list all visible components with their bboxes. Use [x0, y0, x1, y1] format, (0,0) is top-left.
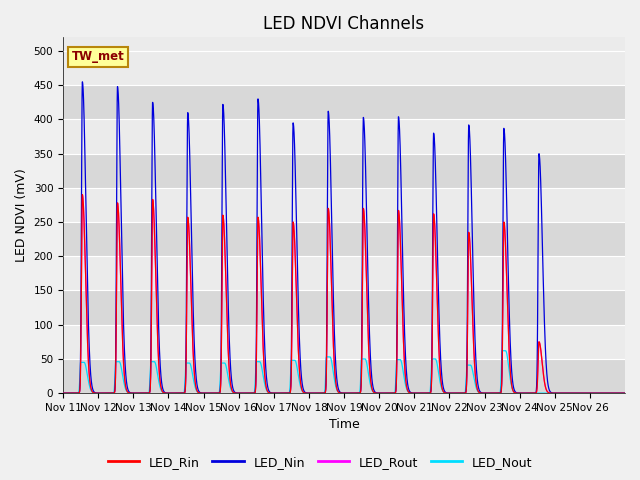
Line: LED_Rin: LED_Rin [63, 195, 625, 393]
LED_Nin [88, 379, 95, 384]
LED_Rout [88, 387, 95, 393]
Line: LED_Nin: LED_Nin [63, 82, 625, 393]
LED_Rout [262, 386, 270, 392]
LED_Rout [392, 389, 399, 395]
X-axis label: Time: Time [328, 419, 360, 432]
LED_Rin [262, 386, 270, 392]
LED_Nout [262, 387, 270, 393]
LED_Rin [416, 390, 424, 396]
LED_Nout [506, 372, 513, 378]
LED_Rout [476, 390, 484, 396]
Bar [63, 324, 625, 359]
Bar [63, 359, 625, 393]
Bar [63, 154, 625, 188]
LED_Nout [476, 390, 483, 396]
Legend: LED_Rin, LED_Nin, LED_Rout, LED_Nout: LED_Rin, LED_Nin, LED_Rout, LED_Nout [102, 451, 538, 474]
LED_Rout [416, 390, 424, 396]
LED_Nin [621, 390, 629, 396]
LED_Rin [59, 390, 67, 396]
Line: LED_Rout: LED_Rout [63, 195, 625, 393]
LED_Nout [621, 390, 629, 396]
LED_Rout [59, 390, 67, 396]
LED_Nin [476, 388, 484, 394]
Bar [63, 51, 625, 85]
Bar [63, 188, 625, 222]
Bar [63, 120, 625, 154]
LED_Nout [416, 390, 424, 396]
LED_Rin [621, 390, 629, 396]
LED_Rout [621, 390, 629, 396]
Text: TW_met: TW_met [72, 50, 124, 63]
Line: LED_Nout: LED_Nout [63, 351, 625, 393]
LED_Rout [506, 360, 513, 366]
LED_Rout [79, 192, 86, 198]
Bar [63, 222, 625, 256]
LED_Nin [79, 79, 86, 84]
LED_Nout [88, 388, 95, 394]
Y-axis label: LED NDVI (mV): LED NDVI (mV) [15, 168, 28, 262]
LED_Rin [392, 389, 399, 395]
LED_Rin [476, 390, 484, 396]
LED_Nin [262, 375, 270, 381]
Bar [63, 290, 625, 324]
LED_Rin [79, 192, 86, 198]
LED_Nout [59, 390, 67, 396]
Bar [63, 256, 625, 290]
LED_Nout [499, 348, 506, 354]
LED_Nin [416, 390, 424, 396]
Title: LED NDVI Channels: LED NDVI Channels [264, 15, 424, 33]
LED_Nin [506, 325, 513, 331]
LED_Rin [88, 387, 95, 393]
LED_Rin [506, 360, 513, 366]
Bar [63, 85, 625, 120]
LED_Nin [392, 389, 399, 395]
LED_Nin [59, 390, 67, 396]
LED_Nout [392, 382, 399, 387]
